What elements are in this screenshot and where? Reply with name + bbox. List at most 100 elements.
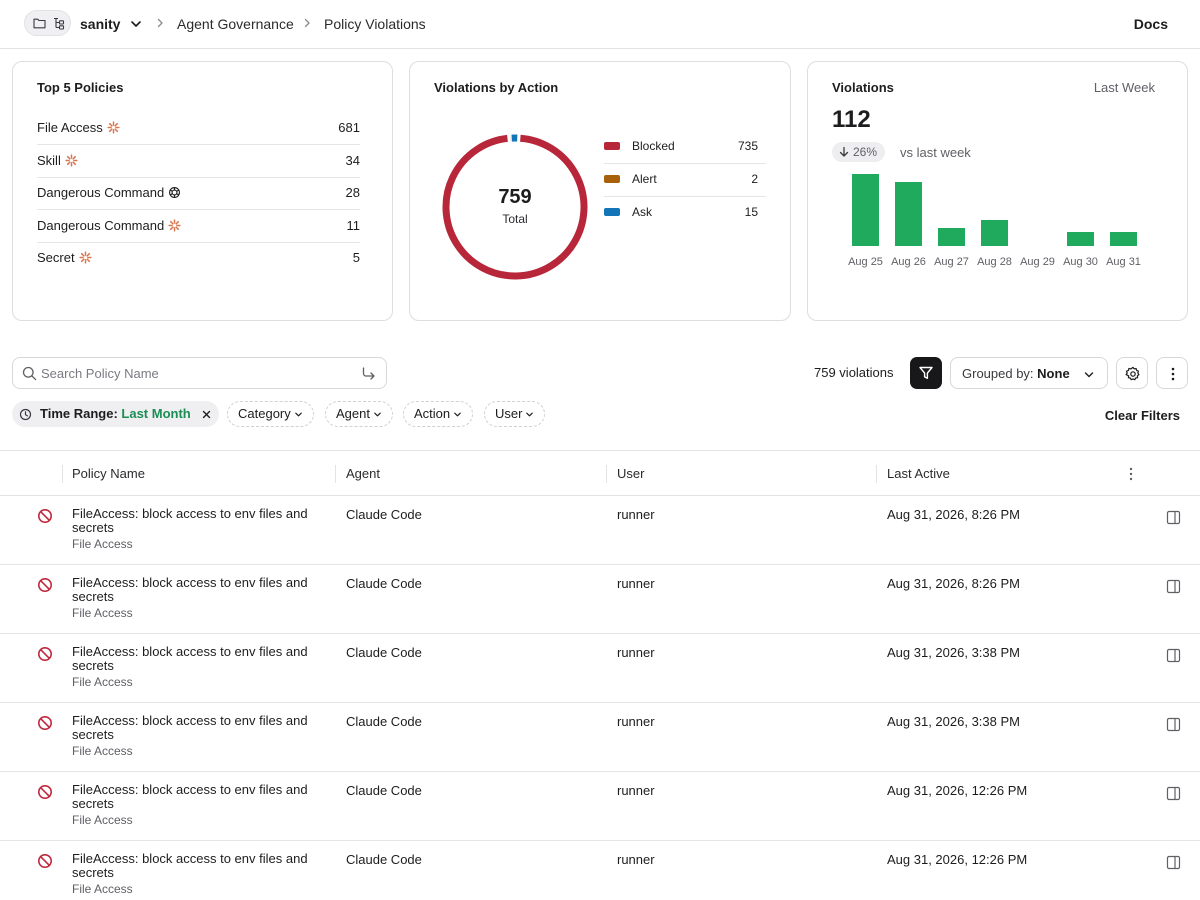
bar-aug-25[interactable] [852,174,879,246]
policy-row-count: 34 [345,152,360,168]
table-row[interactable]: FileAccess: block access to env files an… [0,703,1200,772]
filter-button[interactable] [910,357,942,389]
table-row[interactable]: FileAccess: block access to env files an… [0,496,1200,565]
policy-row-name-text: Dangerous Command [37,185,165,200]
row-panel-toggle[interactable] [1166,717,1181,737]
filter-icon [919,366,933,379]
policy-row[interactable]: File Access 681 [37,112,360,145]
chevron-down-icon[interactable] [129,17,143,31]
policy-name-cell[interactable]: FileAccess: block access to env files an… [72,713,308,742]
policy-row[interactable]: Skill 34 [37,145,360,178]
table-row[interactable]: FileAccess: block access to env files an… [0,772,1200,841]
policy-row-name: Secret [37,250,92,265]
legend-label: Blocked [632,139,675,153]
open-panel-icon[interactable] [1166,648,1181,663]
search-input[interactable] [41,363,361,383]
policy-name-cell[interactable]: FileAccess: block access to env files an… [72,782,308,811]
policy-row-name: Dangerous Command [37,218,181,233]
policy-category-cell: File Access [72,537,133,551]
user-cell: runner [617,852,655,867]
workspace-name[interactable]: sanity [80,16,121,32]
open-panel-icon[interactable] [1166,855,1181,870]
column-divider [606,465,607,483]
last-active-cell: Aug 31, 2026, 8:26 PM [887,507,1020,522]
policy-name-cell[interactable]: FileAccess: block access to env files an… [72,506,308,535]
filter-chip-action[interactable]: Action [403,401,474,427]
filter-chip-agent[interactable]: Agent [325,401,393,427]
chevron-down-icon [526,412,534,417]
status-cell [37,784,53,805]
more-vertical-icon[interactable] [1128,466,1134,482]
policy-row[interactable]: Secret 5 [37,242,360,275]
table-row[interactable]: FileAccess: block access to env files an… [0,565,1200,634]
legend-swatch [604,142,620,150]
chevron-down-icon [374,412,381,417]
table-row[interactable]: FileAccess: block access to env files an… [0,634,1200,703]
column-policy-name[interactable]: Policy Name [72,466,145,481]
gear-icon [1125,366,1140,381]
arrow-down-icon [839,146,849,157]
filter-chip-user[interactable]: User [484,401,546,427]
policy-name-cell[interactable]: FileAccess: block access to env files an… [72,644,308,673]
chevron-down-icon [1084,372,1094,378]
agent-cell: Claude Code [346,507,422,522]
bar-tick-label: Aug 30 [1063,256,1098,268]
legend-value: 735 [737,139,758,153]
status-cell [37,646,53,667]
delta-value: 26% [853,145,878,159]
top-bar: sanity Agent Governance Policy Violation… [0,0,1200,49]
open-panel-icon[interactable] [1166,786,1181,801]
user-cell: runner [617,507,655,522]
breadcrumb-policy-violations: Policy Violations [324,16,426,32]
bar-aug-31[interactable] [1110,232,1137,246]
agent-cell: Claude Code [346,645,422,660]
close-icon[interactable] [202,410,211,419]
bar-aug-28[interactable] [981,220,1008,246]
search-box [12,357,387,389]
breadcrumb-agent-governance[interactable]: Agent Governance [177,16,294,32]
legend-label: Alert [632,172,657,186]
claude-sparkle-icon [168,218,181,232]
donut-total-label: Total [502,212,528,226]
clear-filters-button[interactable]: Clear Filters [1104,408,1180,423]
open-panel-icon[interactable] [1166,717,1181,732]
settings-button[interactable] [1116,357,1148,389]
legend-item-alert: Alert 2 [604,164,766,197]
policy-row-name-text: Secret [37,250,75,265]
open-panel-icon[interactable] [1166,510,1181,525]
bar-aug-30[interactable] [1067,232,1094,246]
filter-chip-category[interactable]: Category [227,401,314,427]
claude-sparkle-icon [65,153,78,167]
column-agent[interactable]: Agent [346,466,380,481]
row-panel-toggle[interactable] [1166,855,1181,875]
top-policies-card: Top 5 Policies File Access 681 Skill 34 Dang… [12,61,393,321]
enter-icon[interactable] [361,366,376,381]
bar-aug-27[interactable] [938,228,965,246]
time-range-filter-chip[interactable]: Time Range: Last Month [12,401,219,427]
column-last-active[interactable]: Last Active [887,466,950,481]
policy-row[interactable]: Dangerous Command 11 [37,210,360,243]
row-panel-toggle[interactable] [1166,510,1181,530]
grouped-by-select[interactable]: Grouped by: None [950,357,1108,389]
last-active-cell: Aug 31, 2026, 12:26 PM [887,852,1028,867]
open-panel-icon[interactable] [1166,579,1181,594]
blocked-icon [38,716,52,730]
column-divider [876,465,877,483]
policy-row-name: Dangerous Command [37,185,181,200]
column-user[interactable]: User [617,466,645,481]
row-panel-toggle[interactable] [1166,648,1181,668]
chevron-down-icon [454,412,461,417]
policy-row[interactable]: Dangerous Command 28 [37,177,360,210]
more-options-button[interactable] [1156,357,1188,389]
bar-aug-26[interactable] [895,182,922,246]
policy-name-cell[interactable]: FileAccess: block access to env files an… [72,575,308,604]
docs-link[interactable]: Docs [1133,16,1168,32]
workspace-switcher[interactable] [24,10,71,36]
row-panel-toggle[interactable] [1166,579,1181,599]
bar-tick-label: Aug 26 [891,256,926,268]
status-cell [37,577,53,598]
table-row[interactable]: FileAccess: block access to env files an… [0,841,1200,900]
policy-name-cell[interactable]: FileAccess: block access to env files an… [72,851,308,880]
row-panel-toggle[interactable] [1166,786,1181,806]
top-policies-title: Top 5 Policies [37,80,124,95]
